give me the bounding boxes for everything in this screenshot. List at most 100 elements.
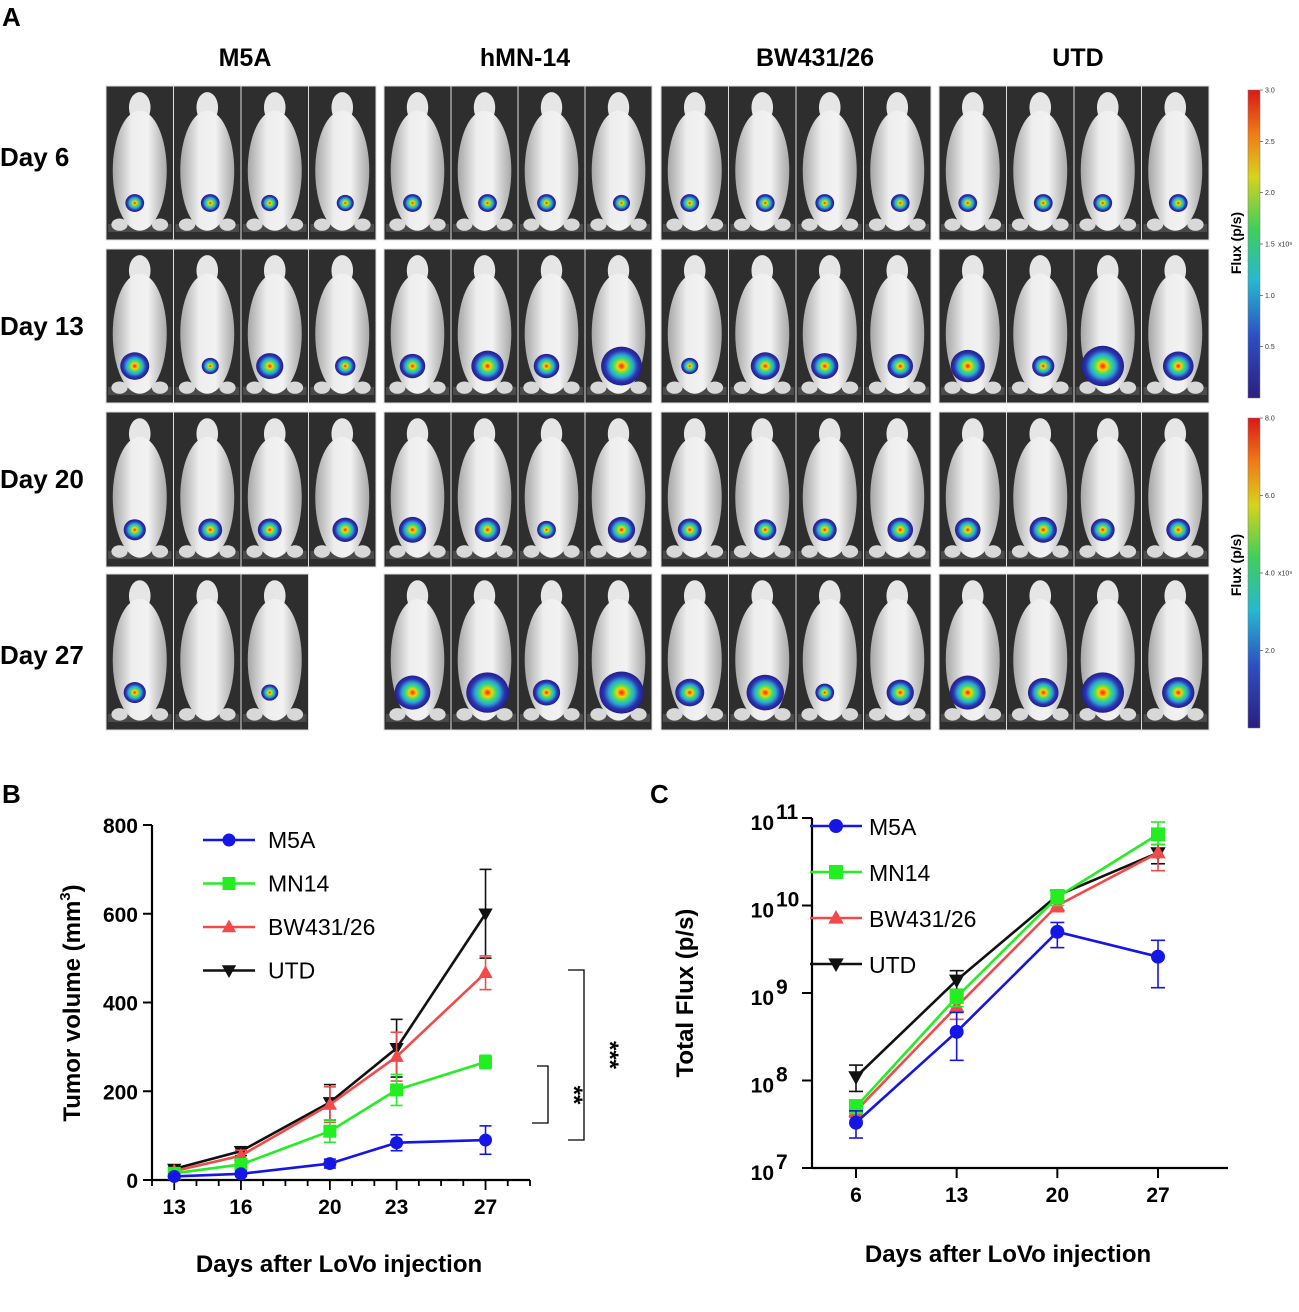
mouse-image	[517, 85, 586, 241]
mouse-left-foot	[111, 545, 128, 558]
series-line	[855, 930, 1159, 1124]
mouse-left-foot	[666, 545, 683, 558]
data-point	[479, 1055, 493, 1069]
tumor-signal	[754, 519, 777, 541]
tumor-signal	[261, 684, 279, 701]
y-tick-base: 10	[751, 1075, 774, 1098]
mouse-left-foot	[1011, 381, 1029, 394]
legend-label: MN14	[869, 860, 931, 886]
y-tick-exponent: 10	[776, 889, 799, 912]
mouse-right-foot	[151, 381, 169, 394]
mouse-left-foot	[178, 708, 196, 721]
mouse-right-foot	[841, 708, 859, 721]
mouse-right-foot	[1052, 708, 1069, 721]
tumor-signal	[681, 357, 699, 375]
data-point	[233, 1148, 249, 1161]
tumor-signal	[537, 194, 556, 212]
mouse-right-foot	[841, 218, 859, 231]
data-point	[848, 1071, 864, 1085]
tumor-signal	[257, 518, 282, 542]
mouse-right-foot	[1187, 708, 1204, 721]
tumor-signal	[532, 679, 561, 706]
mouse-image	[240, 573, 309, 731]
colorbar-tick-label: 2.5	[1265, 139, 1275, 146]
mouse-right-foot	[563, 381, 580, 394]
mouse-image	[584, 411, 653, 568]
mouse-right-foot	[1052, 218, 1069, 231]
mouse-left-foot	[868, 708, 886, 721]
tumor-signal	[958, 194, 978, 212]
mouse-right-foot	[286, 218, 304, 231]
tumor-signal	[755, 194, 775, 212]
mouse-left-foot	[111, 381, 128, 394]
mouse-body	[870, 110, 925, 231]
data-point	[479, 1133, 493, 1147]
mouse-right-foot	[219, 381, 236, 394]
y-tick-base: 10	[751, 900, 774, 923]
mouse-image	[308, 85, 377, 241]
mouse-right-foot	[774, 708, 791, 721]
mouse-image	[938, 85, 1007, 241]
mouse-image	[383, 411, 452, 568]
data-point	[1050, 890, 1065, 905]
mouse-image	[450, 248, 519, 404]
mouse-left-foot	[944, 708, 961, 721]
data-point	[1151, 949, 1165, 964]
day-label-13: Day 13	[0, 311, 84, 341]
mouse-right-foot	[496, 381, 513, 394]
mouse-right-foot	[774, 218, 791, 231]
mouse-image	[1006, 248, 1075, 404]
legend-label: M5A	[869, 814, 917, 840]
mouse-right-foot	[1052, 545, 1069, 558]
mouse-left-foot	[1146, 218, 1164, 231]
mouse-body	[315, 273, 370, 394]
mouse-left-foot	[666, 218, 683, 231]
tumor-signal	[125, 194, 145, 212]
x-tick-label: 27	[1146, 1184, 1169, 1207]
mouse-image	[795, 248, 864, 404]
y-tick-label: 10	[751, 900, 774, 923]
mouse-right-foot	[496, 708, 513, 721]
y-tick-label: 10	[751, 1162, 774, 1185]
mouse-right-foot	[841, 545, 859, 558]
mouse-image	[450, 411, 519, 568]
mouse-image	[1073, 411, 1142, 568]
significance-inner: **	[560, 1086, 587, 1105]
mouse-image	[105, 248, 174, 404]
mouse-right-foot	[630, 218, 647, 231]
mouse-right-foot	[1119, 708, 1137, 721]
group-title-utd: UTD	[1052, 44, 1103, 72]
y-tick-base: 10	[751, 1162, 774, 1185]
colorbar-tick-label: 2.0	[1265, 648, 1275, 655]
mouse-body	[524, 436, 579, 558]
colorbar-gradient	[1247, 89, 1261, 399]
mouse-image	[383, 85, 452, 241]
legend-label: UTD	[869, 952, 916, 978]
mouse-right-foot	[706, 218, 724, 231]
mouse-image	[1006, 411, 1075, 568]
mouse-left-foot	[590, 381, 607, 394]
mouse-left-foot	[590, 545, 607, 558]
tumor-signal	[1081, 672, 1125, 713]
tumor-signal	[677, 518, 702, 542]
mouse-left-foot	[178, 381, 196, 394]
mouse-body	[112, 598, 167, 721]
data-point	[849, 1115, 863, 1130]
mouse-right-foot	[354, 218, 371, 231]
mouse-right-foot	[706, 381, 724, 394]
mouse-left-foot	[868, 545, 886, 558]
data-point	[1050, 924, 1065, 939]
x-tick-label: 27	[474, 1196, 497, 1219]
day-label-6: Day 6	[0, 142, 69, 172]
mouse-right-foot	[1187, 218, 1204, 231]
mouse-left-foot	[944, 545, 961, 558]
series-line	[855, 851, 1159, 1078]
tumor-signal	[533, 353, 560, 379]
group-title-m5a: M5A	[219, 44, 272, 72]
mouse-body	[735, 110, 790, 231]
mouse-image	[938, 411, 1007, 568]
tumor-signal	[954, 517, 981, 542]
y-axis-title: Tumor volume (mm3)	[57, 884, 86, 1121]
mouse-left-foot	[523, 708, 540, 721]
